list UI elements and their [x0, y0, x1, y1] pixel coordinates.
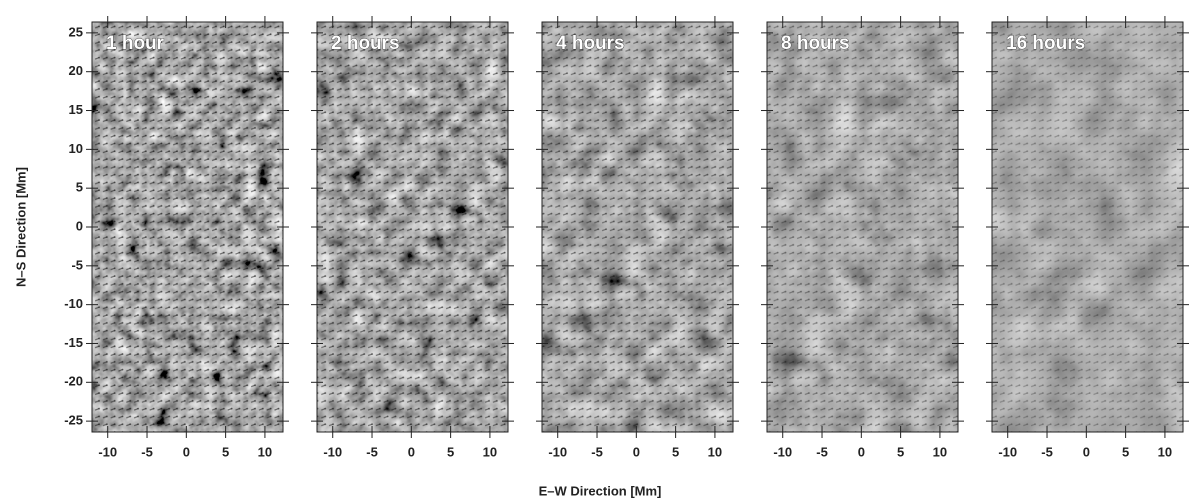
x-tick-label: 0 — [408, 444, 415, 459]
velocity-arrows — [992, 22, 1183, 432]
velocity-arrows — [767, 22, 958, 432]
x-tick-label: 10 — [483, 444, 497, 459]
panel-title: 1 hour — [106, 33, 165, 54]
velocity-arrows — [317, 22, 508, 432]
velocity-arrows — [542, 22, 733, 432]
y-tick-label: 5 — [76, 180, 83, 195]
x-tick-label: 0 — [633, 444, 640, 459]
y-tick-label: 15 — [69, 102, 83, 117]
panel-title: 2 hours — [331, 33, 400, 54]
panel: 4 hours -10 -5 0 5 10 — [536, 16, 739, 459]
y-tick-label: -5 — [71, 257, 83, 272]
x-tick-label: 10 — [708, 444, 722, 459]
panel-title: 8 hours — [781, 33, 850, 54]
x-tick-label: 0 — [1083, 444, 1090, 459]
y-tick-label: -10 — [64, 296, 83, 311]
x-tick-label: 10 — [258, 444, 272, 459]
x-tick-label: -5 — [366, 444, 378, 459]
x-tick-label: 10 — [933, 444, 947, 459]
x-tick-label: -5 — [1041, 444, 1053, 459]
x-axis-label: E–W Direction [Mm] — [539, 483, 662, 498]
panel: 1 hour -10 -5 0 5 10 -25 -20 -15 -10 -5 0 5 10 15 20 25 — [64, 16, 289, 459]
x-tick-label: -10 — [773, 444, 792, 459]
x-tick-label: -5 — [141, 444, 153, 459]
velocity-arrows — [92, 22, 283, 432]
y-tick-label: 25 — [69, 24, 83, 39]
x-tick-label: 5 — [222, 444, 229, 459]
x-tick-label: 5 — [897, 444, 904, 459]
x-tick-label: 5 — [447, 444, 454, 459]
x-tick-label: 0 — [183, 444, 190, 459]
x-tick-label: -10 — [548, 444, 567, 459]
panel-title: 16 hours — [1006, 33, 1085, 54]
y-tick-label: -25 — [64, 413, 83, 428]
x-tick-label: -5 — [816, 444, 828, 459]
y-tick-label: -15 — [64, 335, 83, 350]
y-tick-label: -20 — [64, 374, 83, 389]
x-tick-label: -10 — [323, 444, 342, 459]
y-tick-label: 20 — [69, 63, 83, 78]
x-tick-label: 10 — [1158, 444, 1172, 459]
x-tick-label: -10 — [98, 444, 117, 459]
x-tick-label: 0 — [858, 444, 865, 459]
y-tick-label: 0 — [76, 218, 83, 233]
panel: 8 hours -10 -5 0 5 10 — [761, 16, 964, 459]
panel: 2 hours -10 -5 0 5 10 — [311, 16, 514, 459]
panel: 16 hours -10 -5 0 5 10 — [986, 16, 1189, 459]
x-tick-label: 5 — [1122, 444, 1129, 459]
x-tick-label: -10 — [998, 444, 1017, 459]
y-axis-label: N–S Direction [Mm] — [13, 167, 28, 287]
x-tick-label: -5 — [591, 444, 603, 459]
y-tick-label: 10 — [69, 141, 83, 156]
panel-title: 4 hours — [556, 33, 625, 54]
x-tick-label: 5 — [672, 444, 679, 459]
